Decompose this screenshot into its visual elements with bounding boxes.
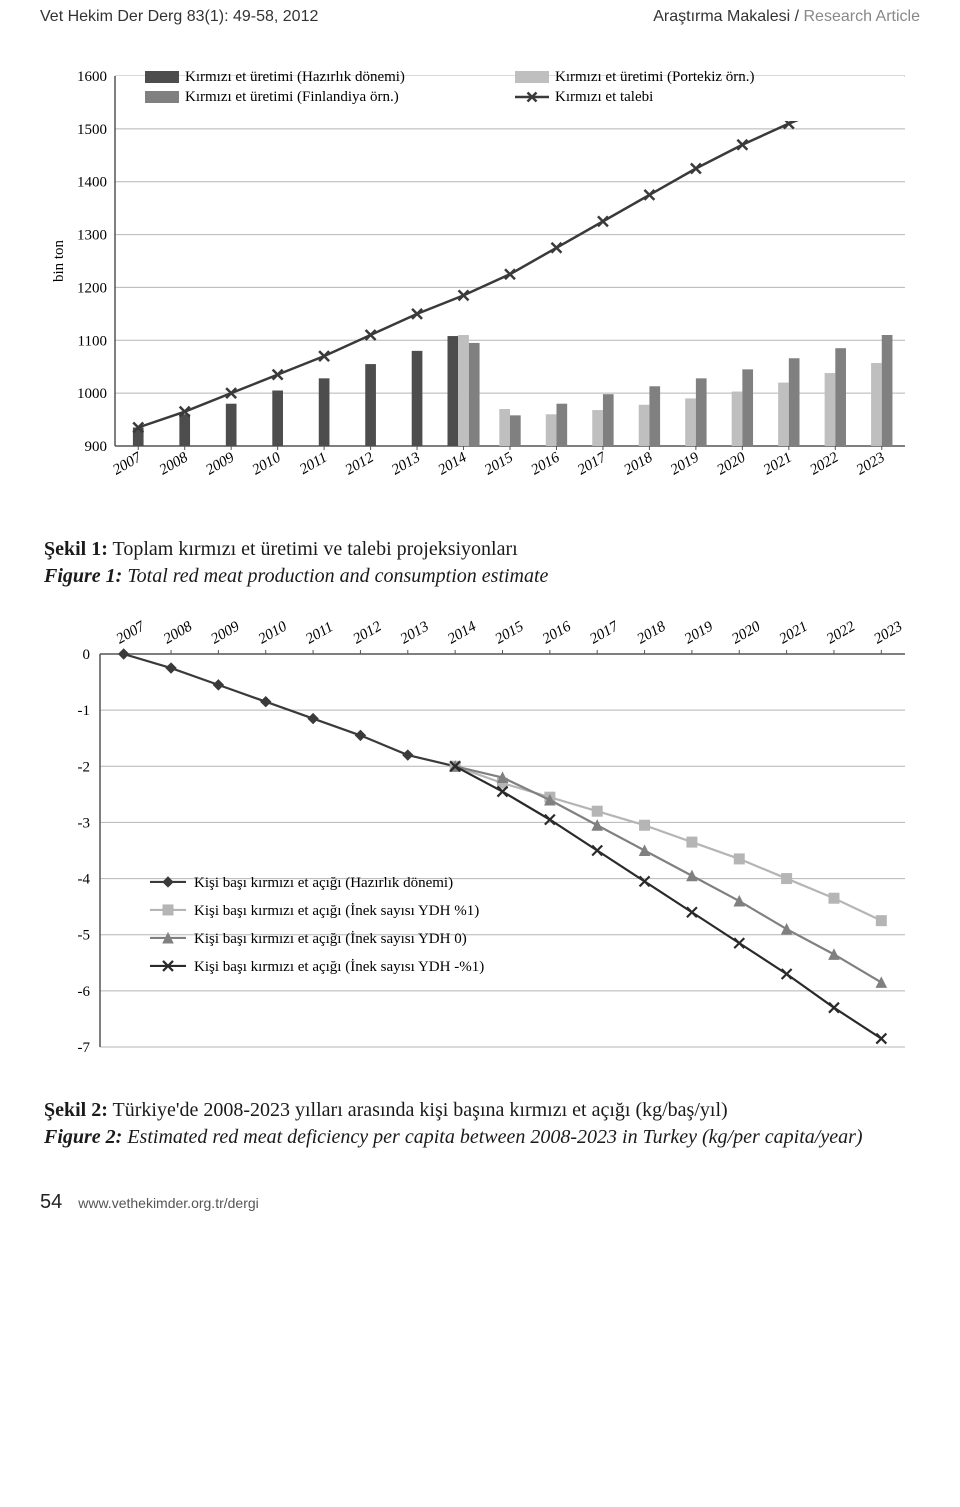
svg-text:2010: 2010 [256,618,290,647]
svg-text:2016: 2016 [540,618,574,647]
figure-2-chart: -7 -6 -5 -4 -3 -2 -1 0 2007 2008 2009 2010 2011 2012 2… [45,602,915,1067]
svg-text:2013: 2013 [389,450,423,479]
svg-text:2014: 2014 [436,449,470,478]
svg-text:2016: 2016 [528,449,562,478]
fig1-label-en: Figure 1: [44,565,122,587]
svg-text:Kişi başı kırmızı et açığı (İn: Kişi başı kırmızı et açığı (İnek sayısı … [194,931,467,947]
svg-text:Kırmızı et üretimi (Finlandiya: Kırmızı et üretimi (Finlandiya örn.) [185,89,399,105]
fig2-text-tr: Türkiye'de 2008-2023 yılları arasında ki… [113,1099,728,1121]
svg-text:2007: 2007 [114,618,149,648]
svg-text:2012: 2012 [343,449,377,478]
svg-text:-1: -1 [78,703,91,719]
page-number: 54 [40,1191,62,1214]
svg-text:-3: -3 [78,815,91,831]
journal-ref: Vet Hekim Der Derg 83(1): 49-58, 2012 [40,8,318,26]
article-type-tr: Araştırma Makalesi [653,8,790,25]
svg-text:Kırmızı et üretimi (Hazırlık d: Kırmızı et üretimi (Hazırlık dönemi) [185,69,405,85]
svg-text:2007: 2007 [110,449,145,479]
svg-text:-7: -7 [78,1040,91,1056]
fig1-label-tr: Şekil 1: [44,538,108,560]
svg-text:2020: 2020 [729,618,763,647]
svg-text:1200: 1200 [77,280,107,296]
svg-text:2019: 2019 [668,449,702,478]
fig2-label-en: Figure 2: [44,1126,122,1148]
fig1-text-tr: Toplam kırmızı et üretimi ve talebi proj… [113,538,518,560]
svg-text:Kişi başı kırmızı et açığı (İn: Kişi başı kırmızı et açığı (İnek sayısı … [194,959,484,975]
svg-text:2015: 2015 [482,449,516,478]
fig2-label-tr: Şekil 2: [44,1099,108,1121]
svg-text:900: 900 [85,439,108,455]
svg-text:2012: 2012 [350,618,384,647]
svg-text:1400: 1400 [77,175,107,191]
svg-text:1100: 1100 [78,333,107,349]
svg-text:2019: 2019 [682,618,716,647]
svg-text:2009: 2009 [203,449,237,478]
svg-text:0: 0 [83,647,91,663]
page-footer: 54 www.vethekimder.org.tr/dergi [40,1191,920,1214]
svg-text:2022: 2022 [807,449,841,478]
svg-text:2018: 2018 [621,449,655,478]
svg-text:2021: 2021 [761,450,795,479]
svg-text:2009: 2009 [208,618,242,647]
article-type-en: Research Article [804,8,921,25]
svg-text:2008: 2008 [157,449,191,478]
svg-text:2014: 2014 [445,618,479,647]
svg-text:2010: 2010 [250,449,284,478]
page-header: Vet Hekim Der Derg 83(1): 49-58, 2012 Ar… [40,0,920,56]
svg-text:2022: 2022 [824,618,858,647]
figure-1-caption: Şekil 1: Toplam kırmızı et üretimi ve ta… [44,536,916,590]
fig2-text-en: Estimated red meat deficiency per capita… [127,1126,862,1148]
svg-text:2017: 2017 [587,618,622,648]
svg-text:2008: 2008 [161,618,195,647]
svg-text:1600: 1600 [77,69,107,85]
svg-text:2023: 2023 [854,450,888,479]
article-type: Araştırma Makalesi / Research Article [653,8,920,26]
svg-text:2023: 2023 [871,619,905,648]
svg-text:Kişi başı kırmızı et açığı (İn: Kişi başı kırmızı et açığı (İnek sayısı … [194,903,479,919]
svg-text:Kişi başı kırmızı et açığı (Ha: Kişi başı kırmızı et açığı (Hazırlık dön… [194,875,453,891]
svg-text:Kırmızı et üretimi (Portekiz ö: Kırmızı et üretimi (Portekiz örn.) [555,69,755,85]
svg-text:2011: 2011 [303,619,336,647]
svg-text:Kırmızı et talebi: Kırmızı et talebi [555,89,653,105]
svg-text:-6: -6 [78,984,91,1000]
svg-text:1300: 1300 [77,228,107,244]
svg-text:2011: 2011 [297,450,330,478]
svg-text:2020: 2020 [714,449,748,478]
svg-text:2018: 2018 [635,618,669,647]
svg-text:2015: 2015 [493,618,527,647]
figure-2-caption: Şekil 2: Türkiye'de 2008-2023 yılları ar… [44,1097,916,1151]
svg-text:2013: 2013 [398,619,432,648]
svg-text:-2: -2 [78,759,91,775]
svg-text:1000: 1000 [77,386,107,402]
svg-text:2017: 2017 [575,449,610,479]
svg-text:2021: 2021 [777,619,811,648]
svg-text:1500: 1500 [77,122,107,138]
fig1-text-en: Total red meat production and consumptio… [127,565,548,587]
footer-url: www.vethekimder.org.tr/dergi [78,1195,259,1211]
svg-text:-4: -4 [78,872,91,888]
svg-text:bin ton: bin ton [51,239,67,282]
svg-text:-5: -5 [78,928,91,944]
figure-1-chart: 900 1000 1100 1200 1300 1400 1500 1600 bin ton 20… [45,56,915,506]
